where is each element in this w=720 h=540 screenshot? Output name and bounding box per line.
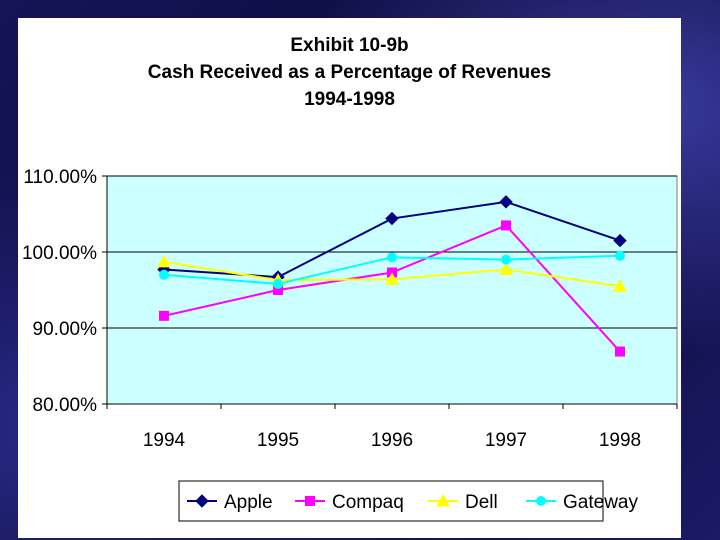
y-tick-label: 100.00% xyxy=(22,243,97,264)
data-point-dell xyxy=(157,254,171,268)
chart-title-line-3: 1994-1998 xyxy=(304,89,395,110)
data-point-gateway xyxy=(387,252,397,263)
y-tick-label: 90.00% xyxy=(33,319,98,340)
legend-label-compaq: Compaq xyxy=(332,492,404,513)
data-point-apple xyxy=(499,195,513,209)
x-tick-label: 1994 xyxy=(143,430,186,451)
data-point-gateway xyxy=(159,269,169,280)
chart-title: Exhibit 10-9b Cash Received as a Percent… xyxy=(18,32,681,113)
x-tick-label: 1996 xyxy=(371,430,413,451)
legend-label-gateway: Gateway xyxy=(563,492,638,513)
data-point-compaq xyxy=(501,220,511,231)
x-tick-label: 1998 xyxy=(599,430,641,451)
x-tick-label: 1995 xyxy=(257,430,299,451)
data-point-dell xyxy=(613,279,627,292)
chart-title-line-1: Exhibit 10-9b xyxy=(290,35,409,56)
data-point-dell xyxy=(385,272,399,285)
legend-label-dell: Dell xyxy=(465,492,498,513)
line-chart: 80.00% 90.00% 100.00% 110.00% 1994 1995 1996 19… xyxy=(22,167,678,522)
plot-area xyxy=(106,175,678,405)
legend-label-apple: Apple xyxy=(224,492,273,513)
legend-marker-dell xyxy=(436,493,450,507)
data-point-compaq xyxy=(159,310,169,321)
data-point-gateway xyxy=(273,278,283,289)
data-point-apple xyxy=(613,233,627,248)
chart-title-line-2: Cash Received as a Percentage of Revenue… xyxy=(147,62,552,83)
legend-marker-gateway xyxy=(536,496,546,506)
data-point-dell xyxy=(499,262,513,275)
chart-panel: Exhibit 10-9b Cash Received as a Percent… xyxy=(18,18,681,538)
x-tick-label: 1997 xyxy=(485,430,527,451)
y-tick-label: 110.00% xyxy=(23,167,97,188)
data-point-apple xyxy=(385,211,399,226)
legend-marker-compaq xyxy=(305,496,315,506)
y-tick-label: 80.00% xyxy=(33,395,98,416)
data-point-gateway xyxy=(501,254,511,265)
legend-marker-apple xyxy=(195,494,209,508)
data-point-compaq xyxy=(615,346,625,357)
data-point-gateway xyxy=(615,250,625,261)
